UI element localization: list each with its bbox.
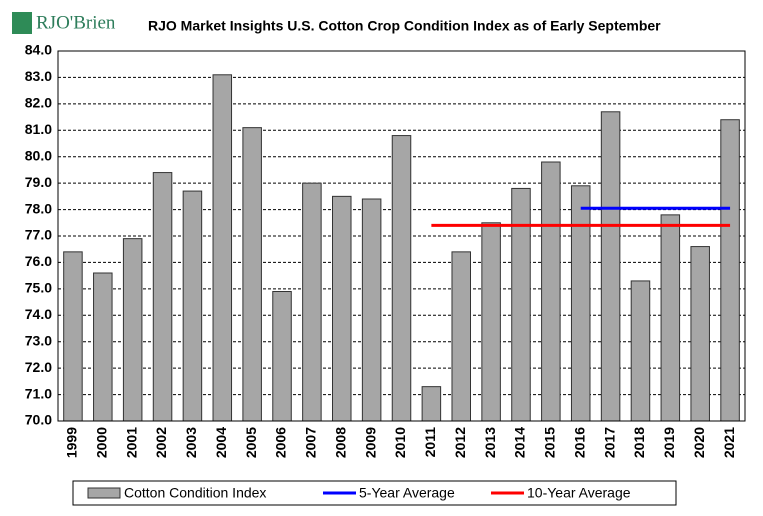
- x-tick-label: 2011: [422, 427, 438, 458]
- bar: [332, 195, 352, 422]
- bar: [570, 185, 591, 422]
- plot-border: [57, 50, 746, 422]
- x-tick-label: 2002: [153, 427, 169, 458]
- bar: [212, 74, 233, 422]
- y-tick-label: 74.0: [25, 306, 52, 322]
- x-tick-label: 2020: [691, 427, 707, 458]
- bar: [421, 386, 442, 422]
- x-tick-label: 2001: [123, 427, 139, 458]
- bar: [690, 246, 710, 422]
- bar: [481, 222, 501, 422]
- x-tick-label: 2013: [482, 427, 498, 458]
- bar: [152, 172, 173, 422]
- bar: [541, 161, 561, 422]
- logo: RJO'Brien: [36, 12, 116, 33]
- y-tick-label: 84.0: [25, 42, 52, 58]
- bar: [600, 111, 621, 422]
- x-tick-label: 2000: [94, 427, 110, 458]
- x-tick-label: 2017: [601, 427, 617, 458]
- y-tick-label: 76.0: [25, 253, 52, 269]
- x-tick-label: 2003: [183, 427, 199, 458]
- y-tick-label: 79.0: [25, 174, 52, 190]
- x-tick-label: 2015: [542, 427, 558, 458]
- y-tick-label: 77.0: [25, 227, 52, 243]
- x-tick-label: 2016: [571, 427, 587, 458]
- x-tick-label: 2019: [661, 427, 677, 458]
- bar: [361, 198, 382, 422]
- bar: [93, 272, 113, 422]
- x-tick-label: 2004: [213, 427, 229, 458]
- legend-label: Cotton Condition Index: [124, 485, 266, 501]
- y-tick-label: 78.0: [25, 200, 52, 216]
- x-tick-label: 2007: [303, 427, 319, 458]
- x-tick-label: 2008: [332, 427, 348, 458]
- bar: [391, 135, 412, 422]
- y-tick-label: 80.0: [25, 147, 52, 163]
- x-tick-label: 2012: [452, 427, 468, 458]
- y-tick-label: 82.0: [25, 95, 52, 111]
- y-tick-label: 73.0: [25, 332, 52, 348]
- bar: [451, 251, 471, 422]
- bar: [302, 182, 322, 422]
- y-tick-label: 71.0: [25, 385, 52, 401]
- bar: [272, 291, 292, 422]
- y-tick-label: 70.0: [25, 412, 52, 428]
- legend-label: 10-Year Average: [527, 485, 631, 501]
- x-tick-label: 2018: [631, 427, 647, 458]
- y-tick-label: 81.0: [25, 121, 52, 137]
- bar: [63, 251, 83, 422]
- legend: [72, 480, 677, 506]
- logo-icon: [12, 12, 32, 34]
- y-tick-label: 83.0: [25, 68, 52, 84]
- bar: [660, 214, 681, 422]
- x-tick-label: 2005: [243, 427, 259, 458]
- x-tick-label: 2014: [512, 427, 528, 458]
- bar: [182, 190, 203, 422]
- y-tick-label: 75.0: [25, 280, 52, 296]
- x-tick-label: 2006: [273, 427, 289, 458]
- bar: [511, 187, 531, 422]
- bar: [242, 127, 262, 422]
- bar: [122, 238, 143, 422]
- x-tick-label: 2009: [362, 427, 378, 458]
- bar: [630, 280, 651, 422]
- x-tick-label: 2010: [392, 427, 408, 458]
- legend-label: 5-Year Average: [359, 485, 455, 501]
- x-tick-label: 2021: [721, 427, 737, 458]
- y-tick-label: 72.0: [25, 359, 52, 375]
- chart-title: RJO Market Insights U.S. Cotton Crop Con…: [148, 18, 661, 34]
- bar: [720, 119, 740, 422]
- x-tick-label: 1999: [64, 427, 80, 458]
- legend-swatch: [87, 487, 121, 499]
